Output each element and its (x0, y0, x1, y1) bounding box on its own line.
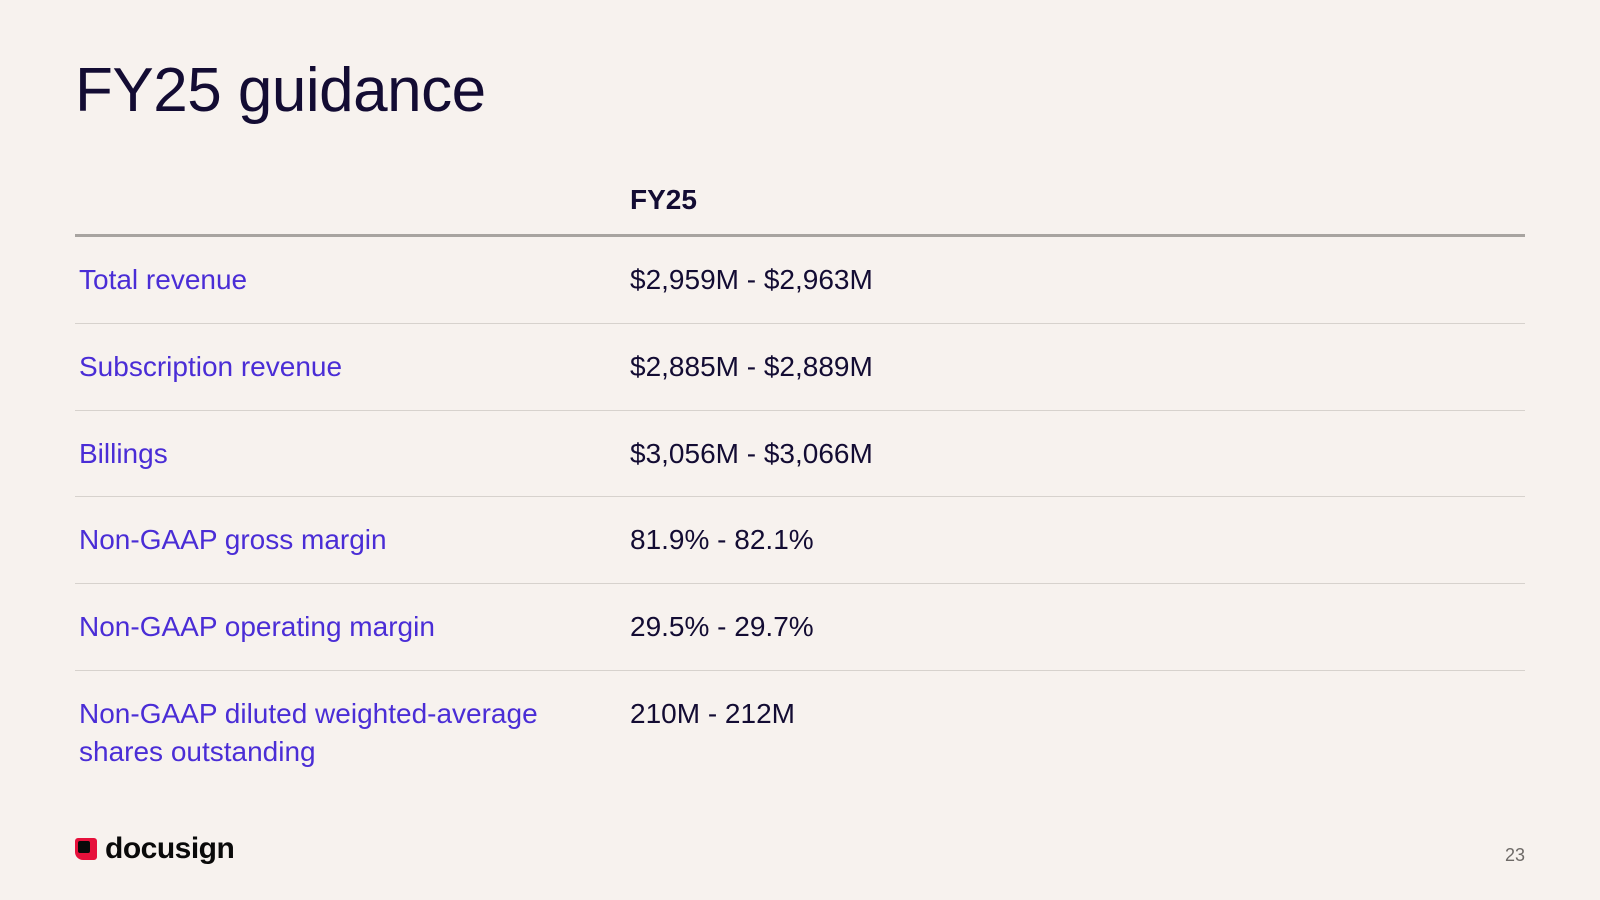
table-header-blank (75, 184, 626, 236)
metric-label: Non-GAAP operating margin (75, 584, 626, 671)
guidance-table: FY25 Total revenue $2,959M - $2,963M Sub… (75, 184, 1525, 795)
docusign-mark-icon (75, 838, 97, 860)
metric-value: 81.9% - 82.1% (626, 497, 1525, 584)
slide: FY25 guidance FY25 Total revenue $2,959M… (0, 0, 1600, 900)
table-header-row: FY25 (75, 184, 1525, 236)
metric-value: 210M - 212M (626, 670, 1525, 794)
table-header-period: FY25 (626, 184, 1525, 236)
metric-label: Subscription revenue (75, 323, 626, 410)
metric-value: $3,056M - $3,066M (626, 410, 1525, 497)
table-row: Billings $3,056M - $3,066M (75, 410, 1525, 497)
metric-label: Non-GAAP gross margin (75, 497, 626, 584)
metric-label: Total revenue (75, 236, 626, 324)
brand-name: docusign (105, 832, 234, 866)
metric-value: $2,885M - $2,889M (626, 323, 1525, 410)
page-number: 23 (1505, 845, 1525, 866)
table-row: Non-GAAP diluted weighted-average shares… (75, 670, 1525, 794)
table-row: Non-GAAP operating margin 29.5% - 29.7% (75, 584, 1525, 671)
metric-value: $2,959M - $2,963M (626, 236, 1525, 324)
brand-logo: docusign (75, 832, 234, 866)
table-row: Non-GAAP gross margin 81.9% - 82.1% (75, 497, 1525, 584)
metric-value: 29.5% - 29.7% (626, 584, 1525, 671)
table-row: Total revenue $2,959M - $2,963M (75, 236, 1525, 324)
table-row: Subscription revenue $2,885M - $2,889M (75, 323, 1525, 410)
metric-label: Non-GAAP diluted weighted-average shares… (75, 670, 626, 794)
page-title: FY25 guidance (75, 55, 1525, 126)
footer: docusign 23 (75, 832, 1525, 866)
metric-label: Billings (75, 410, 626, 497)
